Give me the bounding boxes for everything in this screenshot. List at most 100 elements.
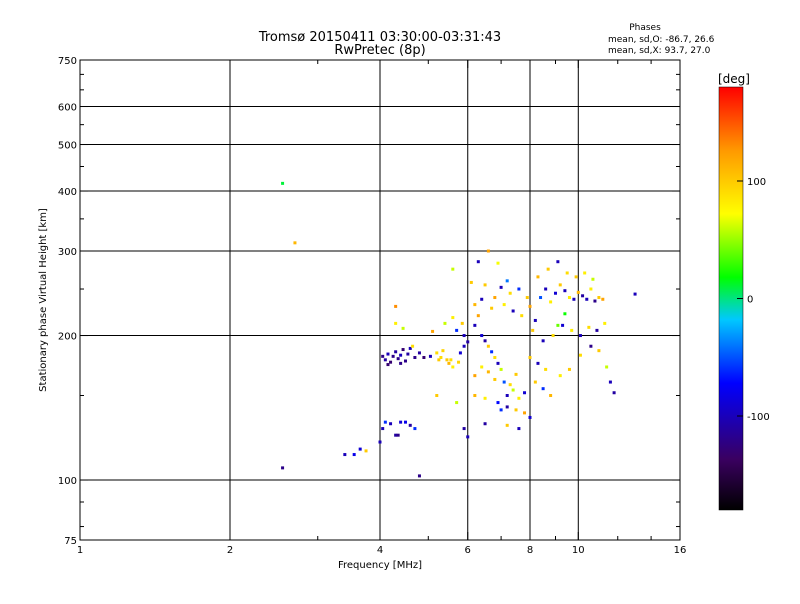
data-point	[473, 323, 477, 327]
data-point	[483, 283, 487, 287]
data-point	[445, 358, 449, 362]
y-tick-label: 200	[58, 332, 77, 343]
data-point	[499, 285, 503, 289]
data-point	[558, 374, 562, 378]
data-point	[523, 391, 527, 395]
data-point	[490, 350, 494, 354]
data-point	[406, 352, 410, 356]
data-point	[496, 401, 500, 405]
data-point	[483, 422, 487, 426]
y-tick-label: 400	[58, 187, 77, 198]
x-tick-label: 6	[465, 545, 471, 556]
data-point	[574, 275, 578, 279]
data-point	[514, 372, 518, 376]
data-point	[528, 355, 532, 359]
data-point	[455, 401, 459, 405]
data-point	[561, 323, 565, 327]
axis-ticks: 1 2 4 6 8 10 16 75 100 200 300 400 500 600 750	[58, 56, 686, 556]
data-point	[399, 353, 403, 357]
data-point	[428, 354, 432, 358]
colorbar-label: [deg]	[718, 72, 750, 86]
data-point	[595, 328, 599, 332]
data-point	[493, 355, 497, 359]
data-point	[502, 380, 506, 384]
data-point	[394, 350, 398, 354]
data-point	[533, 380, 537, 384]
data-point	[394, 321, 398, 325]
scatter-points	[281, 181, 637, 478]
data-point	[587, 325, 591, 329]
data-point	[502, 303, 506, 307]
data-point	[399, 361, 403, 365]
data-point	[539, 296, 543, 300]
data-point	[473, 303, 477, 307]
data-point	[499, 408, 503, 412]
data-point	[378, 440, 382, 444]
data-point	[589, 287, 593, 291]
data-point	[383, 358, 387, 362]
data-point	[597, 349, 601, 353]
data-point	[517, 396, 521, 400]
data-point	[499, 367, 503, 371]
data-point	[496, 361, 500, 365]
data-point	[589, 344, 593, 348]
y-axis-label: Stationary phase Virtual Height [km]	[38, 208, 49, 392]
data-point	[441, 349, 445, 353]
data-point	[528, 415, 532, 419]
data-point	[505, 279, 509, 283]
data-point	[466, 435, 470, 439]
data-point	[483, 339, 487, 343]
chart-subtitle: RwPretec (8p)	[334, 43, 425, 58]
data-point	[447, 361, 451, 365]
x-tick-label: 10	[572, 545, 585, 556]
data-point	[486, 344, 490, 348]
data-point	[605, 365, 609, 369]
data-point	[570, 328, 574, 332]
data-point	[567, 296, 571, 300]
data-point	[394, 433, 398, 437]
data-point	[383, 420, 387, 424]
data-point	[293, 241, 297, 245]
data-point	[473, 394, 477, 398]
data-point	[408, 346, 412, 350]
data-point	[531, 328, 535, 332]
data-point	[541, 387, 545, 391]
data-point	[364, 449, 368, 453]
data-point	[533, 318, 537, 322]
data-point	[281, 466, 285, 470]
data-point	[401, 326, 405, 330]
x-tick-label: 16	[674, 545, 687, 556]
data-point	[486, 370, 490, 374]
data-point	[544, 367, 548, 371]
data-point	[352, 453, 356, 457]
grid-lines	[80, 60, 680, 540]
y-tick-label: 750	[58, 56, 77, 67]
data-point	[511, 388, 515, 392]
data-point	[608, 380, 612, 384]
data-point	[511, 309, 515, 313]
data-point	[396, 433, 400, 437]
x-tick-label: 1	[77, 545, 83, 556]
data-point	[520, 314, 524, 318]
data-point	[601, 297, 605, 301]
data-point	[381, 427, 385, 431]
data-point	[578, 353, 582, 357]
data-point	[563, 289, 567, 293]
data-point	[486, 249, 490, 253]
colorbar-ticks: 100 0 -100	[737, 177, 770, 423]
data-point	[417, 474, 421, 478]
data-point	[493, 377, 497, 381]
y-tick-label: 75	[64, 536, 77, 547]
data-point	[281, 181, 285, 185]
data-point	[578, 334, 582, 338]
data-point	[449, 358, 453, 362]
data-point	[581, 294, 585, 298]
data-point	[585, 297, 589, 301]
data-point	[462, 344, 466, 348]
data-point	[567, 367, 571, 371]
stats-line-o: mean, sd,O: -86.7, 26.6	[608, 35, 715, 45]
data-point	[435, 351, 439, 355]
data-point	[417, 351, 421, 355]
data-point	[496, 261, 500, 265]
data-point	[536, 361, 540, 365]
